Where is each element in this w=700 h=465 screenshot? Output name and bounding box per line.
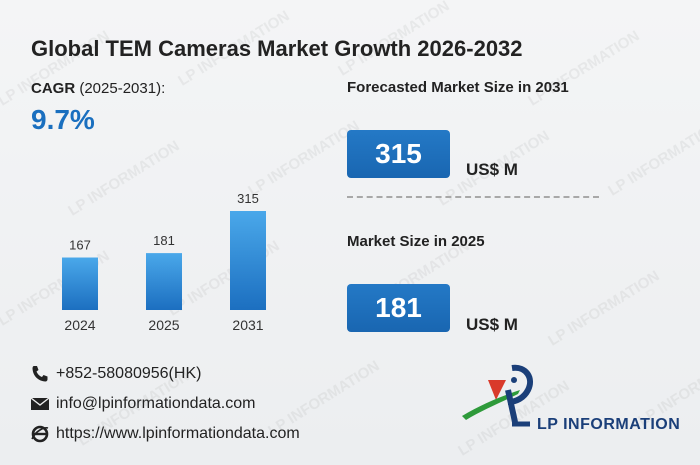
watermark-text: LP INFORMATION bbox=[525, 27, 643, 110]
x-tick-2024: 2024 bbox=[64, 317, 95, 333]
phone-text: +852-58080956(HK) bbox=[56, 365, 202, 382]
current-unit: US$ M bbox=[466, 315, 518, 334]
phone-icon bbox=[29, 364, 51, 384]
watermark-text: LP INFORMATION bbox=[545, 267, 663, 350]
cagr-value: 9.7% bbox=[31, 104, 95, 135]
section-divider bbox=[347, 196, 599, 198]
data-label-2024: 167 bbox=[69, 238, 91, 253]
page-title: Global TEM Cameras Market Growth 2026-20… bbox=[31, 36, 523, 61]
current-label: Market Size in 2025 bbox=[347, 233, 485, 250]
data-label-2031: 315 bbox=[237, 191, 259, 206]
contact-phone: +852-58080956(HK) bbox=[29, 364, 201, 384]
cagr-label: CAGR (2025-2031): bbox=[31, 80, 165, 97]
x-tick-2031: 2031 bbox=[232, 317, 263, 333]
bar-chart: 167 2024 181 2025 315 2031 bbox=[62, 191, 266, 333]
contact-website: https://www.lpinformationdata.com bbox=[29, 424, 300, 444]
logo-text: LP INFORMATION bbox=[537, 416, 681, 433]
forecast-label: Forecasted Market Size in 2031 bbox=[347, 79, 569, 96]
cagr-label-bold: CAGR bbox=[31, 80, 76, 97]
bar-2031 bbox=[230, 211, 266, 310]
forecast-unit: US$ M bbox=[466, 160, 518, 179]
bar-2025 bbox=[146, 253, 182, 310]
forecast-value-box: 315 bbox=[347, 130, 450, 178]
data-label-2025: 181 bbox=[153, 233, 175, 248]
current-value-box: 181 bbox=[347, 284, 450, 332]
browser-icon bbox=[29, 424, 51, 444]
watermark-text: LP INFORMATION bbox=[605, 117, 700, 200]
bar-2024 bbox=[62, 257, 98, 310]
mail-icon bbox=[29, 394, 51, 414]
x-tick-2025: 2025 bbox=[148, 317, 179, 333]
email-link[interactable]: info@lpinformationdata.com bbox=[56, 395, 256, 412]
cagr-period: (2025-2031): bbox=[75, 80, 166, 97]
contact-email: info@lpinformationdata.com bbox=[29, 394, 255, 414]
website-link[interactable]: https://www.lpinformationdata.com bbox=[56, 425, 300, 442]
lp-logo-icon bbox=[462, 364, 533, 427]
